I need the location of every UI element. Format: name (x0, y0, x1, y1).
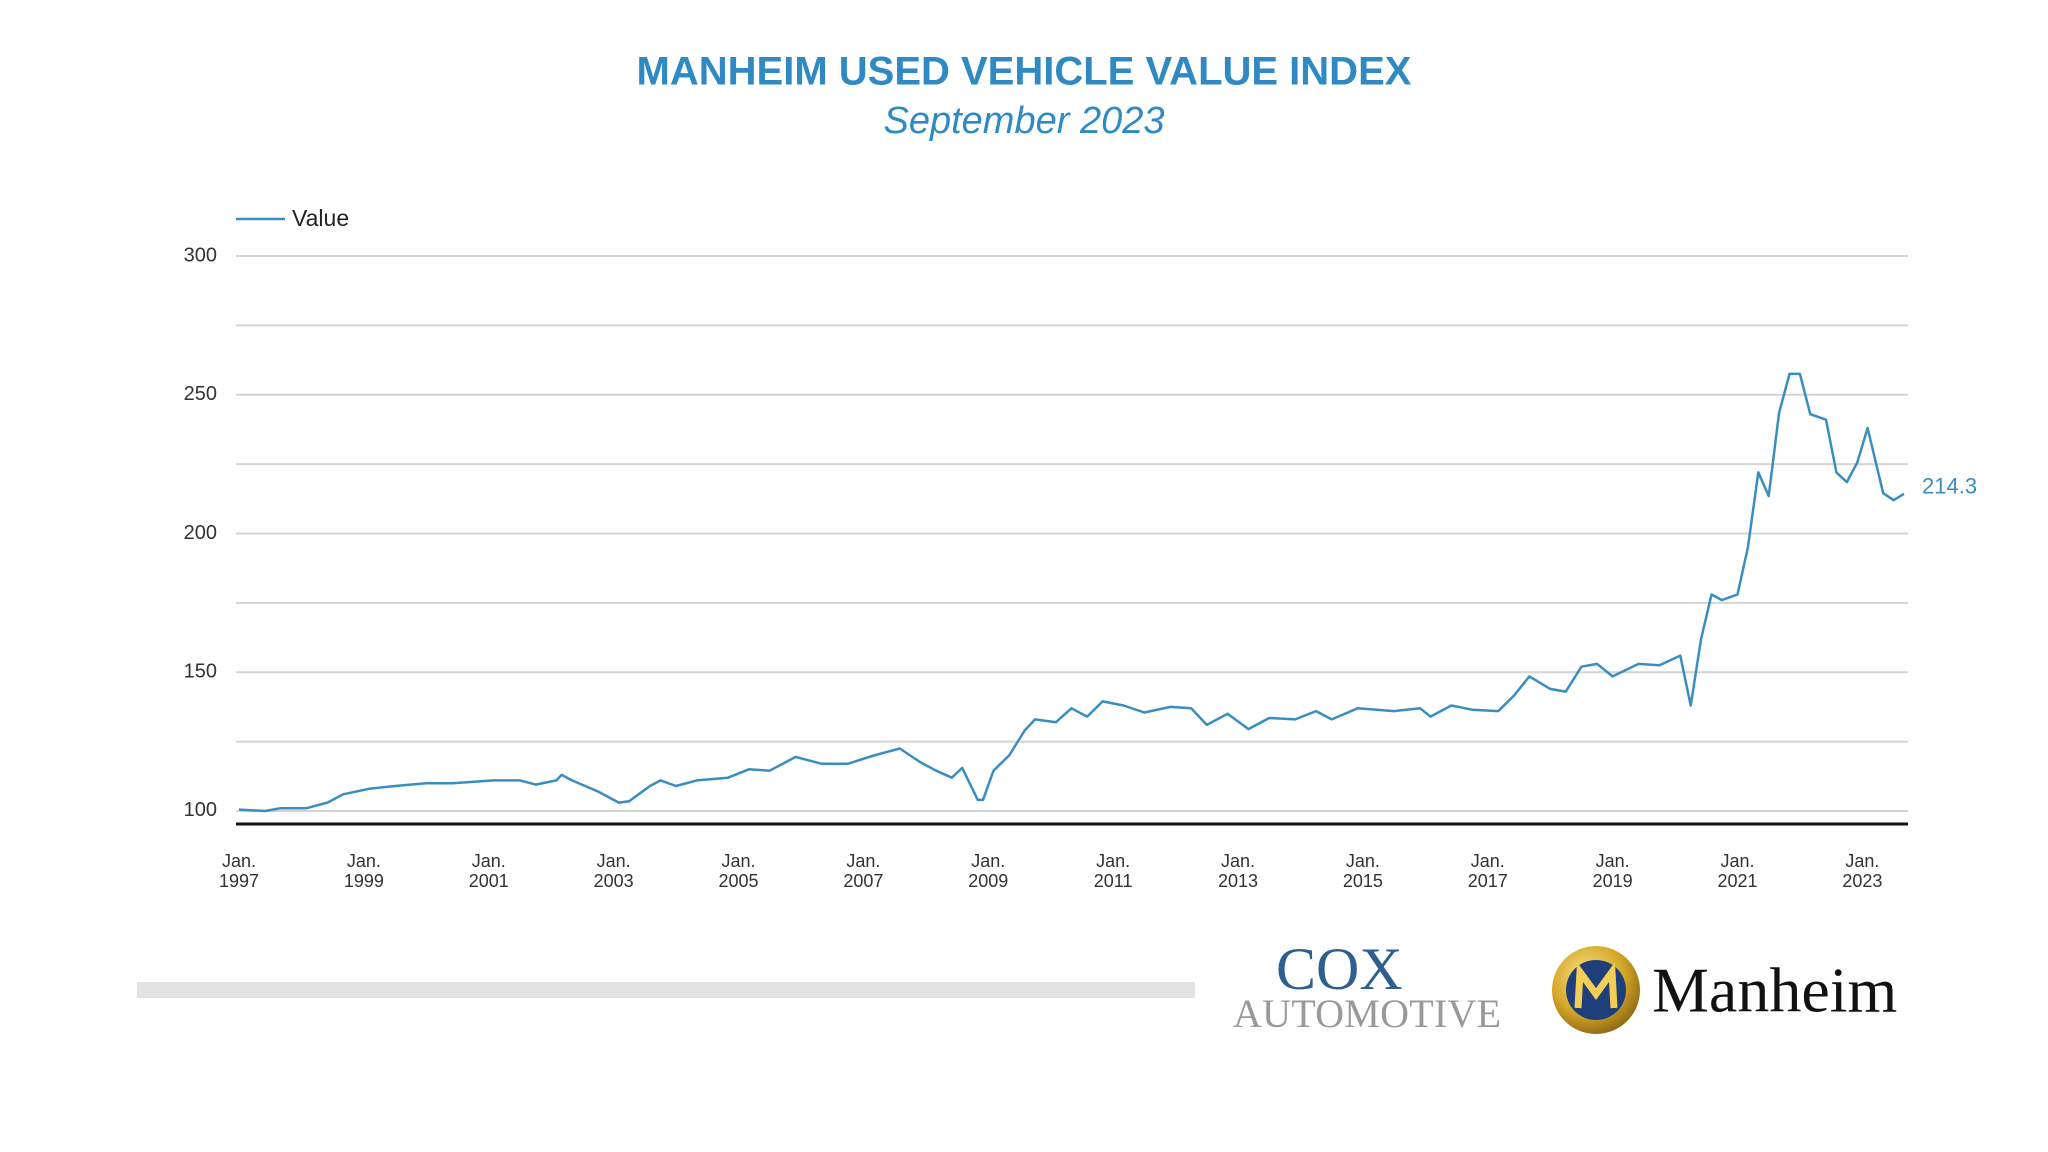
x-tick-label: Jan. 2015 (1343, 851, 1383, 891)
x-tick-label-line: Jan. (1471, 851, 1505, 871)
x-tick-label: Jan. 2011 (1094, 851, 1133, 891)
x-tick-label-line: 2001 (469, 871, 509, 891)
chart-subtitle: September 2023 (884, 100, 1165, 142)
manheim-logo: Manheim (1652, 955, 1897, 1026)
x-tick-label: Jan. 2021 (1717, 851, 1757, 891)
x-tick-label-line: Jan. (1596, 851, 1630, 871)
x-tick-label-line: Jan. (472, 851, 506, 871)
chart-title: MANHEIM USED VEHICLE VALUE INDEX (637, 50, 1412, 94)
x-tick-label: Jan. 2001 (469, 851, 509, 891)
x-tick-label-line: 2007 (843, 871, 883, 891)
x-tick-label: Jan. 2013 (1218, 851, 1258, 891)
y-tick-label: 150 (184, 661, 217, 683)
x-tick-label-line: 2021 (1717, 871, 1757, 891)
x-tick-label-line: Jan. (347, 851, 381, 871)
end-value-label: 214.3 (1922, 474, 1977, 499)
x-tick-label-line: 2019 (1593, 871, 1633, 891)
x-tick-label-line: 2009 (968, 871, 1008, 891)
automotive-logo: AUTOMOTIVE (1233, 991, 1501, 1036)
series-line (238, 372, 1905, 813)
x-tick-label-line: Jan. (222, 851, 256, 871)
cox-logo: COX (1276, 936, 1403, 1002)
x-tick-label-line: Jan. (1096, 851, 1130, 871)
x-tick-label-line: Jan. (971, 851, 1005, 871)
x-tick-label-line: Jan. (846, 851, 880, 871)
x-tick-label-line: Jan. (597, 851, 631, 871)
x-tick-label: Jan. 2003 (594, 851, 634, 891)
x-tick-label: Jan. 2005 (718, 851, 758, 891)
x-tick-label-line: 2023 (1842, 871, 1882, 891)
x-tick-label-line: 2015 (1343, 871, 1383, 891)
legend-label: Value (292, 205, 349, 231)
x-tick-label-line: 1999 (344, 871, 384, 891)
y-tick-label: 200 (184, 522, 217, 544)
x-tick-label: Jan. 2023 (1842, 851, 1882, 891)
x-tick-label: Jan. 1997 (219, 851, 259, 891)
y-tick-label: 100 (184, 799, 217, 821)
x-tick-label-line: 2003 (594, 871, 634, 891)
x-tick-label-line: Jan. (1845, 851, 1879, 871)
x-tick-label: Jan. 2007 (843, 851, 883, 891)
y-tick-label: 250 (184, 383, 217, 405)
x-tick-label-line: 2005 (718, 871, 758, 891)
x-tick-label-line: Jan. (1346, 851, 1380, 871)
divider-bar (137, 982, 1195, 998)
x-tick-label: Jan. 2017 (1468, 851, 1508, 891)
x-tick-label-line: Jan. (721, 851, 755, 871)
x-tick-label: Jan. 2009 (968, 851, 1008, 891)
y-tick-label: 300 (184, 244, 217, 266)
x-tick-label-line: 2013 (1218, 871, 1258, 891)
manheim-badge-m (1574, 961, 1618, 1009)
x-tick-label-line: 2017 (1468, 871, 1508, 891)
x-tick-label-line: Jan. (1221, 851, 1255, 871)
x-tick-label-line: 2011 (1094, 871, 1133, 891)
x-tick-label: Jan. 1999 (344, 851, 384, 891)
x-tick-label-line: 1997 (219, 871, 259, 891)
x-tick-label: Jan. 2019 (1593, 851, 1633, 891)
x-tick-label-line: Jan. (1720, 851, 1754, 871)
